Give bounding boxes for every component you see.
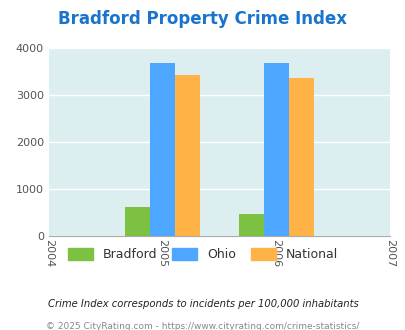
Text: Bradford Property Crime Index: Bradford Property Crime Index	[58, 10, 347, 28]
Text: © 2025 CityRating.com - https://www.cityrating.com/crime-statistics/: © 2025 CityRating.com - https://www.city…	[46, 322, 359, 330]
Legend: Bradford, Ohio, National: Bradford, Ohio, National	[62, 243, 343, 266]
Text: Crime Index corresponds to incidents per 100,000 inhabitants: Crime Index corresponds to incidents per…	[47, 299, 358, 309]
Bar	[125, 207, 149, 236]
Bar	[149, 63, 175, 236]
Bar	[288, 79, 313, 236]
Bar	[238, 214, 263, 236]
Bar	[175, 75, 199, 236]
Bar	[263, 63, 288, 236]
